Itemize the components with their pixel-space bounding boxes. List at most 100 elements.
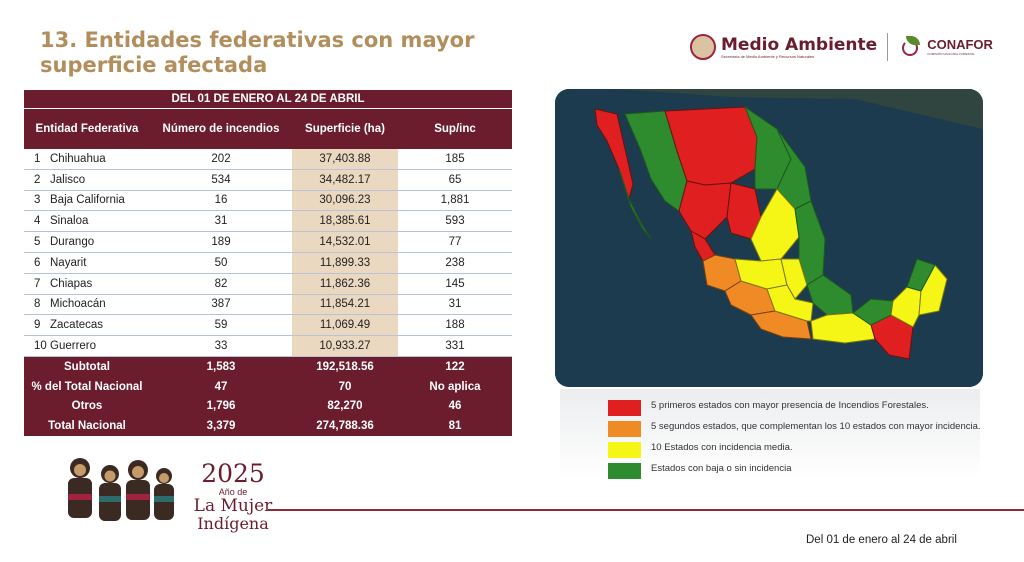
- cell-fires: 387: [150, 294, 292, 316]
- table-period: DEL 01 DE ENERO AL 24 DE ABRIL: [24, 90, 512, 109]
- cell-rank: 5: [34, 236, 41, 249]
- cell-fires: 59: [150, 314, 292, 337]
- cell-entidad: 8 Michoacán: [24, 294, 150, 316]
- logo-separator: [887, 33, 889, 61]
- cell-area: 11,899.33: [292, 252, 398, 274]
- cell-area: 18,385.61: [292, 210, 398, 233]
- summary-area: 70: [292, 376, 398, 397]
- legend-item-low: Estados con baja o sin incidencia: [608, 463, 988, 479]
- cell-rank: 3: [34, 194, 41, 207]
- summary-fires: 47: [150, 376, 292, 397]
- cell-rank: 7: [34, 277, 41, 290]
- legend-item-next5: 5 segundos estados, que complementan los…: [608, 421, 988, 437]
- cell-rank: 1: [34, 152, 41, 165]
- table-row: 8 Michoacán 387 11,854.21 31: [24, 294, 512, 316]
- table-row: 9 Zacatecas 59 11,069.49 188: [24, 314, 512, 337]
- cell-ratio: 77: [398, 231, 512, 253]
- map-legend: 5 primeros estados con mayor presencia d…: [608, 400, 988, 484]
- footer-date: Del 01 de enero al 24 de abril: [806, 534, 957, 546]
- summary-label: Total Nacional: [24, 416, 150, 437]
- legend-item-medium: 10 Estados con incidencia media.: [608, 442, 988, 458]
- summary-area: 274,788.36: [292, 416, 398, 437]
- cell-entidad: 4 Sinaloa: [24, 210, 150, 233]
- summary-label: % del Total Nacional: [24, 376, 150, 397]
- summary-label: Subtotal: [24, 356, 150, 377]
- legend-swatch-yellow: [608, 442, 641, 458]
- cell-name: Chiapas: [50, 277, 93, 290]
- table-row: 10 Guerrero 33 10,933.27 331: [24, 335, 512, 357]
- table-row: 2 Jalisco 534 34,482.17 65: [24, 169, 512, 191]
- year-badge: 2025 Año de La Mujer Indígena: [193, 461, 273, 533]
- year-line-1: Año de: [218, 487, 248, 497]
- institutional-logos: Medio Ambiente Secretaría de Medio Ambie…: [690, 30, 993, 64]
- year-line-2: La Mujer: [193, 496, 273, 516]
- summary-area: 82,270: [292, 396, 398, 417]
- bottom-divider: [268, 509, 1024, 511]
- cell-entidad: 7 Chiapas: [24, 273, 150, 295]
- summary-label: Otros: [24, 396, 150, 417]
- legend-swatch-red: [608, 400, 641, 416]
- cell-area: 37,403.88: [292, 149, 398, 170]
- cell-name: Nayarit: [50, 256, 87, 269]
- cell-ratio: 1,881: [398, 190, 512, 212]
- cell-rank: 9: [34, 319, 41, 332]
- cell-fires: 82: [150, 273, 292, 295]
- table-row: 4 Sinaloa 31 18,385.61 593: [24, 210, 512, 233]
- cell-ratio: 31: [398, 294, 512, 316]
- logo-conafor-sub: COMISIÓN NACIONAL FORESTAL: [927, 52, 975, 56]
- logo-medio-ambiente-sub: Secretaría de Medio Ambiente y Recursos …: [721, 53, 815, 59]
- cell-ratio: 188: [398, 314, 512, 337]
- year-line-3: Indígena: [197, 514, 269, 533]
- legend-swatch-orange: [608, 421, 641, 437]
- cell-rank: 8: [34, 298, 41, 311]
- cell-fires: 202: [150, 149, 292, 170]
- legend-text-low: Estados con baja o sin incidencia: [651, 463, 792, 474]
- table-row: 3 Baja California 16 30,096.23 1,881: [24, 190, 512, 212]
- cell-fires: 50: [150, 252, 292, 274]
- cell-entidad: 3 Baja California: [24, 190, 150, 212]
- table-row: 6 Nayarit 50 11,899.33 238: [24, 252, 512, 274]
- table-row: 5 Durango 189 14,532.01 77: [24, 231, 512, 253]
- cell-fires: 16: [150, 190, 292, 212]
- cell-name: Zacatecas: [50, 319, 104, 332]
- col-header-incendios: Número de incendios: [150, 108, 292, 149]
- cell-ratio: 593: [398, 210, 512, 233]
- cell-entidad: 6 Nayarit: [24, 252, 150, 274]
- cell-ratio: 65: [398, 169, 512, 191]
- legend-item-top5: 5 primeros estados con mayor presencia d…: [608, 400, 988, 416]
- summary-row: Subtotal 1,583 192,518.56 122: [24, 356, 512, 377]
- cell-fires: 189: [150, 231, 292, 253]
- summary-ratio: 122: [398, 356, 512, 377]
- summary-fires: 1,796: [150, 396, 292, 417]
- cell-fires: 33: [150, 335, 292, 357]
- summary-fires: 1,583: [150, 356, 292, 377]
- table-row: 1 Chihuahua 202 37,403.88 185: [24, 149, 512, 170]
- summary-area: 192,518.56: [292, 356, 398, 377]
- cell-area: 11,069.49: [292, 314, 398, 337]
- legend-text-medium: 10 Estados con incidencia media.: [651, 442, 793, 453]
- cell-ratio: 185: [398, 149, 512, 170]
- cell-name: Sinaloa: [50, 215, 89, 228]
- cell-area: 14,532.01: [292, 231, 398, 253]
- summary-row: Total Nacional 3,379 274,788.36 81: [24, 416, 512, 437]
- summary-row: % del Total Nacional 47 70 No aplica: [24, 376, 512, 397]
- summary-ratio: 81: [398, 416, 512, 437]
- mexico-map: [555, 89, 983, 387]
- table-row: 7 Chiapas 82 11,862.36 145: [24, 273, 512, 295]
- cell-area: 11,862.36: [292, 273, 398, 295]
- cell-area: 30,096.23: [292, 190, 398, 212]
- mexico-seal-icon: [690, 34, 716, 60]
- cell-name: Durango: [50, 236, 95, 249]
- cell-name: Jalisco: [50, 173, 86, 186]
- cell-ratio: 238: [398, 252, 512, 274]
- cell-area: 34,482.17: [292, 169, 398, 191]
- cell-entidad: 10 Guerrero: [24, 335, 150, 357]
- summary-fires: 3,379: [150, 416, 292, 437]
- summary-row: Otros 1,796 82,270 46: [24, 396, 512, 417]
- summary-ratio: 46: [398, 396, 512, 417]
- col-header-superficie: Superficie (ha): [292, 108, 398, 149]
- cell-name: Baja California: [50, 194, 125, 207]
- col-header-entidad: Entidad Federativa: [24, 108, 150, 149]
- cell-entidad: 5 Durango: [24, 231, 150, 253]
- col-header-sup-inc: Sup/inc: [398, 108, 512, 149]
